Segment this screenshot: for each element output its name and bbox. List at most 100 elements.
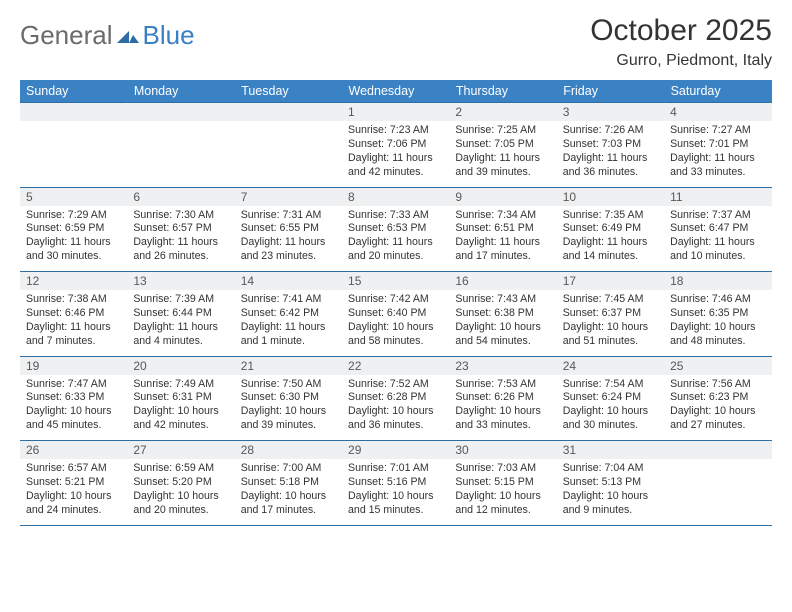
sunset-text: Sunset: 6:49 PM <box>563 222 658 236</box>
daylight-text: Daylight: 11 hours and 42 minutes. <box>348 152 443 180</box>
header: General Blue October 2025 Gurro, Piedmon… <box>20 14 772 70</box>
day-number: 10 <box>557 187 664 206</box>
sunrise-text: Sunrise: 7:26 AM <box>563 124 658 138</box>
daylight-text: Daylight: 10 hours and 58 minutes. <box>348 321 443 349</box>
day-header: Wednesday <box>342 80 449 103</box>
day-cell: Sunrise: 7:30 AMSunset: 6:57 PMDaylight:… <box>127 206 234 272</box>
daynum-row: 12131415161718 <box>20 272 772 291</box>
day-number: 30 <box>449 441 556 460</box>
daylight-text: Daylight: 10 hours and 9 minutes. <box>563 490 658 518</box>
daylight-text: Daylight: 10 hours and 24 minutes. <box>26 490 121 518</box>
sunset-text: Sunset: 6:30 PM <box>241 391 336 405</box>
day-cell: Sunrise: 7:50 AMSunset: 6:30 PMDaylight:… <box>235 375 342 441</box>
sunrise-text: Sunrise: 7:56 AM <box>670 378 765 392</box>
daylight-text: Daylight: 10 hours and 51 minutes. <box>563 321 658 349</box>
day-cell: Sunrise: 7:43 AMSunset: 6:38 PMDaylight:… <box>449 290 556 356</box>
content-row: Sunrise: 7:23 AMSunset: 7:06 PMDaylight:… <box>20 121 772 187</box>
sunrise-text: Sunrise: 7:49 AM <box>133 378 228 392</box>
day-number: 29 <box>342 441 449 460</box>
title-block: October 2025 Gurro, Piedmont, Italy <box>590 14 772 70</box>
day-cell: Sunrise: 7:42 AMSunset: 6:40 PMDaylight:… <box>342 290 449 356</box>
day-cell <box>664 459 771 525</box>
day-cell: Sunrise: 7:45 AMSunset: 6:37 PMDaylight:… <box>557 290 664 356</box>
daylight-text: Daylight: 10 hours and 48 minutes. <box>670 321 765 349</box>
day-number: 16 <box>449 272 556 291</box>
daynum-row: 19202122232425 <box>20 356 772 375</box>
sunrise-text: Sunrise: 7:37 AM <box>670 209 765 223</box>
logo-text-2: Blue <box>143 20 195 51</box>
day-number: 12 <box>20 272 127 291</box>
day-number <box>127 103 234 122</box>
sunset-text: Sunset: 6:24 PM <box>563 391 658 405</box>
day-header: Sunday <box>20 80 127 103</box>
daylight-text: Daylight: 10 hours and 33 minutes. <box>455 405 550 433</box>
day-cell: Sunrise: 7:41 AMSunset: 6:42 PMDaylight:… <box>235 290 342 356</box>
sunrise-text: Sunrise: 7:25 AM <box>455 124 550 138</box>
sunset-text: Sunset: 6:33 PM <box>26 391 121 405</box>
day-number: 20 <box>127 356 234 375</box>
day-cell: Sunrise: 7:54 AMSunset: 6:24 PMDaylight:… <box>557 375 664 441</box>
sunrise-text: Sunrise: 7:43 AM <box>455 293 550 307</box>
daylight-text: Daylight: 10 hours and 30 minutes. <box>563 405 658 433</box>
day-number <box>20 103 127 122</box>
sunrise-text: Sunrise: 7:50 AM <box>241 378 336 392</box>
day-number: 15 <box>342 272 449 291</box>
day-cell <box>127 121 234 187</box>
sunset-text: Sunset: 6:53 PM <box>348 222 443 236</box>
day-cell: Sunrise: 7:03 AMSunset: 5:15 PMDaylight:… <box>449 459 556 525</box>
sunrise-text: Sunrise: 7:46 AM <box>670 293 765 307</box>
sunset-text: Sunset: 6:35 PM <box>670 307 765 321</box>
day-header: Saturday <box>664 80 771 103</box>
day-number: 31 <box>557 441 664 460</box>
sunset-text: Sunset: 6:40 PM <box>348 307 443 321</box>
day-cell: Sunrise: 7:34 AMSunset: 6:51 PMDaylight:… <box>449 206 556 272</box>
day-cell: Sunrise: 7:37 AMSunset: 6:47 PMDaylight:… <box>664 206 771 272</box>
day-number: 8 <box>342 187 449 206</box>
daylight-text: Daylight: 10 hours and 17 minutes. <box>241 490 336 518</box>
sunset-text: Sunset: 5:21 PM <box>26 476 121 490</box>
sunrise-text: Sunrise: 7:53 AM <box>455 378 550 392</box>
day-number: 11 <box>664 187 771 206</box>
sunrise-text: Sunrise: 7:03 AM <box>455 462 550 476</box>
content-row: Sunrise: 7:38 AMSunset: 6:46 PMDaylight:… <box>20 290 772 356</box>
sunset-text: Sunset: 5:13 PM <box>563 476 658 490</box>
day-number: 24 <box>557 356 664 375</box>
sunrise-text: Sunrise: 7:54 AM <box>563 378 658 392</box>
daylight-text: Daylight: 11 hours and 4 minutes. <box>133 321 228 349</box>
day-cell: Sunrise: 6:57 AMSunset: 5:21 PMDaylight:… <box>20 459 127 525</box>
sunset-text: Sunset: 6:26 PM <box>455 391 550 405</box>
sunrise-text: Sunrise: 7:52 AM <box>348 378 443 392</box>
sunset-text: Sunset: 6:51 PM <box>455 222 550 236</box>
day-number: 14 <box>235 272 342 291</box>
day-cell: Sunrise: 7:26 AMSunset: 7:03 PMDaylight:… <box>557 121 664 187</box>
day-number: 28 <box>235 441 342 460</box>
daylight-text: Daylight: 11 hours and 23 minutes. <box>241 236 336 264</box>
day-number: 26 <box>20 441 127 460</box>
sunset-text: Sunset: 6:59 PM <box>26 222 121 236</box>
day-number <box>664 441 771 460</box>
daylight-text: Daylight: 11 hours and 30 minutes. <box>26 236 121 264</box>
daylight-text: Daylight: 11 hours and 1 minute. <box>241 321 336 349</box>
sunrise-text: Sunrise: 7:45 AM <box>563 293 658 307</box>
daylight-text: Daylight: 10 hours and 42 minutes. <box>133 405 228 433</box>
day-number: 27 <box>127 441 234 460</box>
logo-text-1: General <box>20 20 113 51</box>
daylight-text: Daylight: 10 hours and 45 minutes. <box>26 405 121 433</box>
daylight-text: Daylight: 10 hours and 12 minutes. <box>455 490 550 518</box>
day-header: Monday <box>127 80 234 103</box>
sunset-text: Sunset: 6:57 PM <box>133 222 228 236</box>
daylight-text: Daylight: 11 hours and 36 minutes. <box>563 152 658 180</box>
content-row: Sunrise: 7:29 AMSunset: 6:59 PMDaylight:… <box>20 206 772 272</box>
daylight-text: Daylight: 10 hours and 36 minutes. <box>348 405 443 433</box>
content-row: Sunrise: 6:57 AMSunset: 5:21 PMDaylight:… <box>20 459 772 525</box>
sunrise-text: Sunrise: 7:34 AM <box>455 209 550 223</box>
day-cell: Sunrise: 7:56 AMSunset: 6:23 PMDaylight:… <box>664 375 771 441</box>
daylight-text: Daylight: 11 hours and 26 minutes. <box>133 236 228 264</box>
day-header-row: Sunday Monday Tuesday Wednesday Thursday… <box>20 80 772 103</box>
day-header: Friday <box>557 80 664 103</box>
sunrise-text: Sunrise: 7:01 AM <box>348 462 443 476</box>
sunrise-text: Sunrise: 7:30 AM <box>133 209 228 223</box>
sunrise-text: Sunrise: 7:39 AM <box>133 293 228 307</box>
daylight-text: Daylight: 11 hours and 10 minutes. <box>670 236 765 264</box>
day-number: 6 <box>127 187 234 206</box>
